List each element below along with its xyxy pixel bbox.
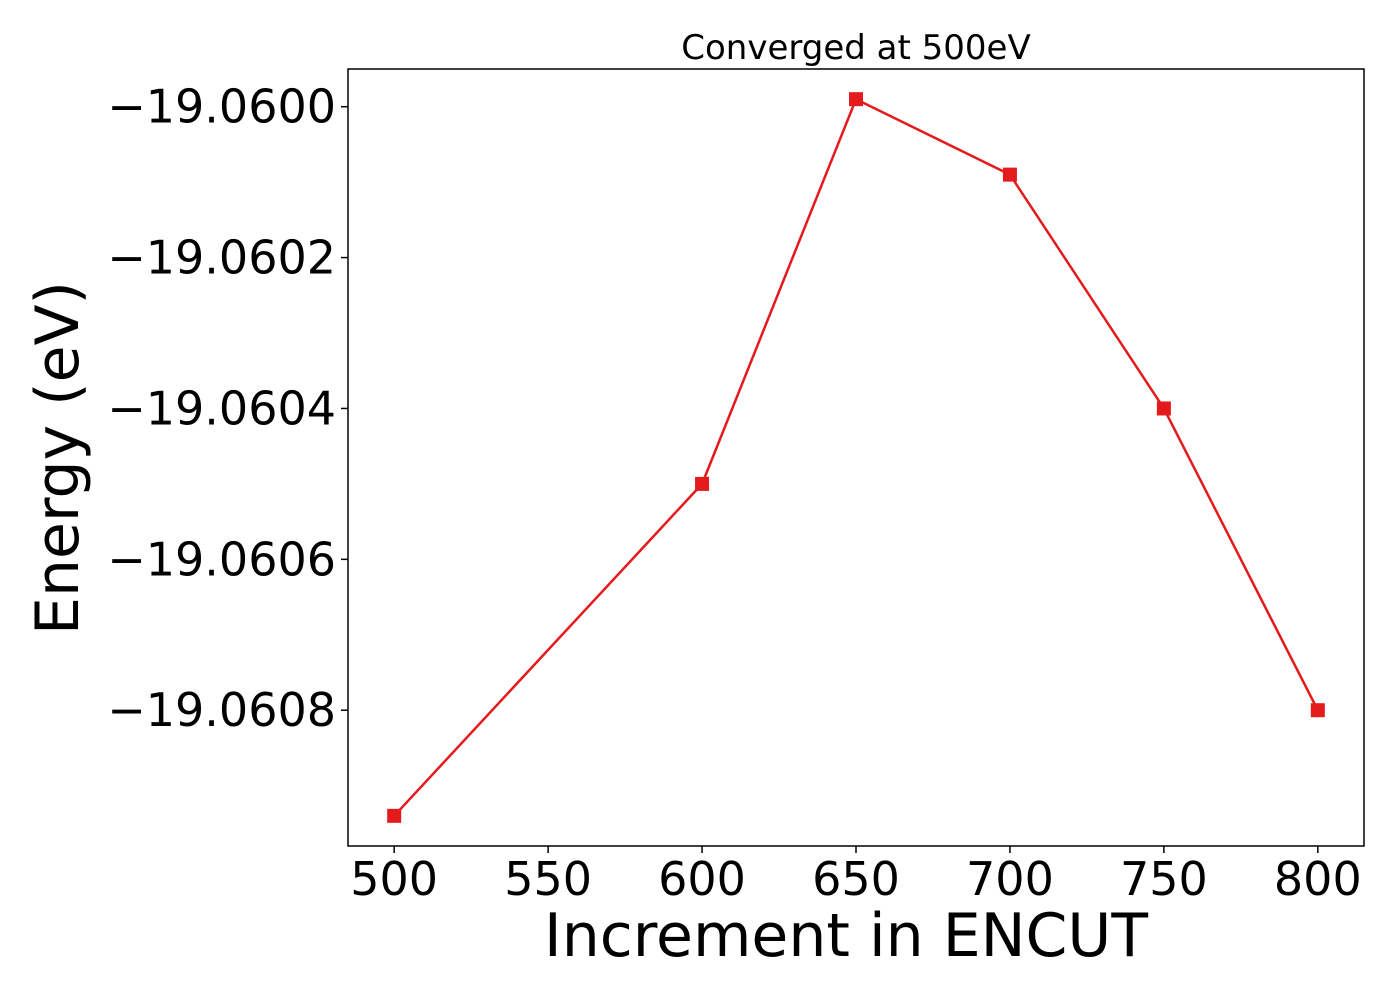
x-axis-label: Increment in ENCUT — [544, 901, 1148, 971]
y-tick-label: −19.0608 — [107, 683, 336, 737]
y-axis-ticks: −19.0600 −19.0602 −19.0604 −19.0606 −19.0608 — [107, 80, 348, 737]
data-point-marker — [695, 476, 710, 491]
y-tick-label: −19.0602 — [107, 231, 336, 285]
x-tick-label: 600 — [658, 852, 746, 906]
data-point-marker — [387, 808, 402, 823]
y-tick-label: −19.0600 — [107, 80, 336, 134]
data-point-marker — [1002, 167, 1017, 182]
x-tick-label: 800 — [1274, 852, 1362, 906]
x-tick-label: 650 — [812, 852, 900, 906]
x-tick-label: 700 — [966, 852, 1054, 906]
chart-title: Converged at 500eV — [681, 28, 1030, 68]
x-tick-label: 750 — [1120, 852, 1208, 906]
x-tick-label: 500 — [350, 852, 438, 906]
plot-area-frame — [347, 68, 1365, 847]
y-axis-label: Energy (eV) — [23, 281, 93, 635]
x-tick-label: 550 — [504, 852, 592, 906]
data-point-marker — [849, 92, 863, 107]
x-axis-ticks: 500 550 600 650 700 750 800 — [350, 846, 1362, 906]
data-point-marker — [1310, 703, 1325, 718]
y-tick-label: −19.0604 — [107, 381, 336, 435]
series-layer — [387, 92, 1325, 823]
series-line — [393, 97, 1319, 817]
y-tick-label: −19.0606 — [107, 532, 336, 586]
data-point-marker — [1156, 401, 1171, 416]
